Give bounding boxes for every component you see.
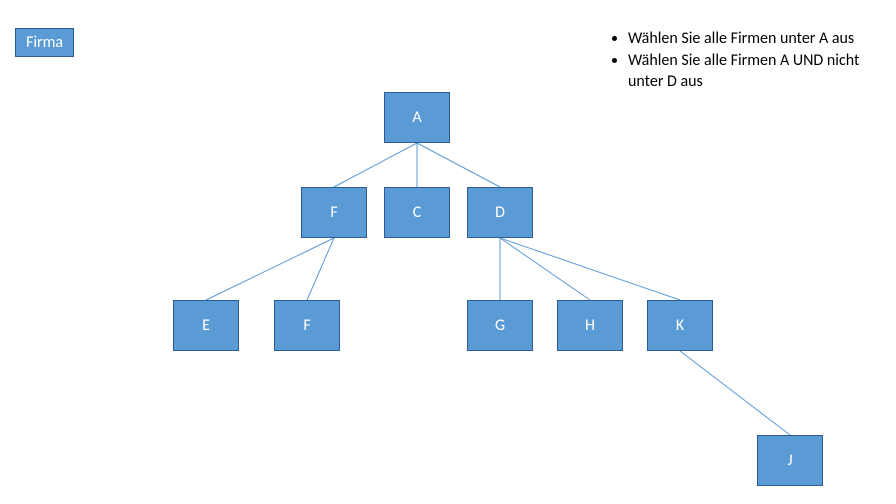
instruction-item: Wählen Sie alle Firmen A UND nicht unter… <box>628 50 890 93</box>
canvas: Firma A F C D E F G H K J Wählen Sie all… <box>0 0 896 504</box>
node-label: C <box>413 203 422 222</box>
tree-node-k: K <box>647 300 713 351</box>
node-label: F <box>303 316 310 335</box>
tree-node-f1: F <box>301 187 367 238</box>
tree-node-c: C <box>384 187 450 238</box>
node-label: F <box>330 203 337 222</box>
tree-node-f2: F <box>274 300 340 351</box>
tree-node-j: J <box>757 435 823 486</box>
tree-node-g: G <box>467 300 533 351</box>
node-label: K <box>676 316 684 335</box>
node-label: A <box>412 108 421 127</box>
node-label: E <box>202 316 210 335</box>
tree-node-h: H <box>557 300 623 351</box>
node-label: D <box>495 203 505 222</box>
tree-node-e: E <box>173 300 239 351</box>
node-label: G <box>495 316 505 335</box>
instruction-item: Wählen Sie alle Firmen unter A aus <box>628 28 890 50</box>
instruction-list: Wählen Sie alle Firmen unter A aus Wähle… <box>610 28 890 93</box>
legend-box: Firma <box>15 28 74 57</box>
tree-node-d: D <box>467 187 533 238</box>
tree-node-a: A <box>384 92 450 143</box>
node-label: H <box>585 316 595 335</box>
legend-label: Firma <box>26 33 63 52</box>
node-label: J <box>787 451 792 470</box>
